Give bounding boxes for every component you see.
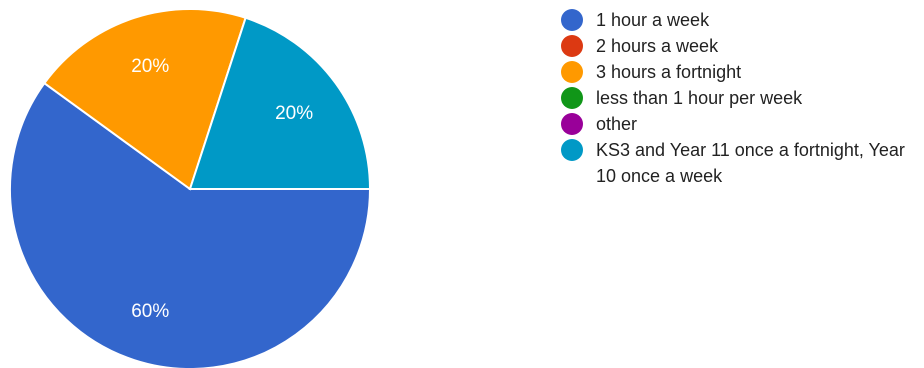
pie-slice[interactable] xyxy=(188,16,372,190)
slice-label: 20% xyxy=(275,103,313,124)
legend-item[interactable]: KS3 and Year 11 once a fortnight, Year 1… xyxy=(561,137,924,189)
pie-slice-labels: 60% 20% 20% xyxy=(131,56,313,322)
legend-swatch xyxy=(561,113,583,135)
legend-item[interactable]: less than 1 hour per week xyxy=(561,85,924,111)
legend-swatch xyxy=(561,9,583,31)
pie-slice[interactable] xyxy=(9,81,372,368)
legend-item[interactable]: 2 hours a week xyxy=(561,33,924,59)
legend-label: other xyxy=(596,114,638,134)
legend-swatch xyxy=(561,61,583,83)
legend-swatch xyxy=(561,87,583,109)
slice-label: 20% xyxy=(131,56,169,77)
legend-label: less than 1 hour per week xyxy=(596,88,803,108)
legend-swatch xyxy=(561,35,583,57)
pie-chart: 60% 20% 20% xyxy=(9,8,372,368)
legend-item[interactable]: 3 hours a fortnight xyxy=(561,59,924,85)
pie-slices xyxy=(9,8,372,368)
legend-label: 1 hour a week xyxy=(596,10,710,30)
legend-label: 2 hours a week xyxy=(596,36,719,56)
legend-item[interactable]: other xyxy=(561,111,924,137)
slice-label: 60% xyxy=(131,301,169,322)
legend-item[interactable]: 1 hour a week xyxy=(561,7,924,33)
legend-swatch xyxy=(561,139,583,161)
pie-slice[interactable] xyxy=(42,8,247,191)
legend-label: 3 hours a fortnight xyxy=(596,62,742,82)
chart-legend: 1 hour a week 2 hours a week 3 hours a for… xyxy=(561,7,924,189)
legend-label: KS3 and Year 11 once a fortnight, Year 1… xyxy=(596,140,905,186)
